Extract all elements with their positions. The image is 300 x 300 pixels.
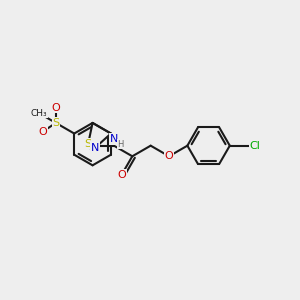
Text: H: H <box>117 140 124 149</box>
Text: O: O <box>165 151 173 161</box>
Text: CH₃: CH₃ <box>31 109 47 118</box>
Text: O: O <box>52 103 60 112</box>
Text: Cl: Cl <box>250 141 261 151</box>
Text: N: N <box>110 134 118 144</box>
Text: S: S <box>52 118 59 128</box>
Text: N: N <box>91 143 99 153</box>
Text: O: O <box>38 127 47 137</box>
Text: S: S <box>85 139 92 148</box>
Text: O: O <box>117 169 126 180</box>
